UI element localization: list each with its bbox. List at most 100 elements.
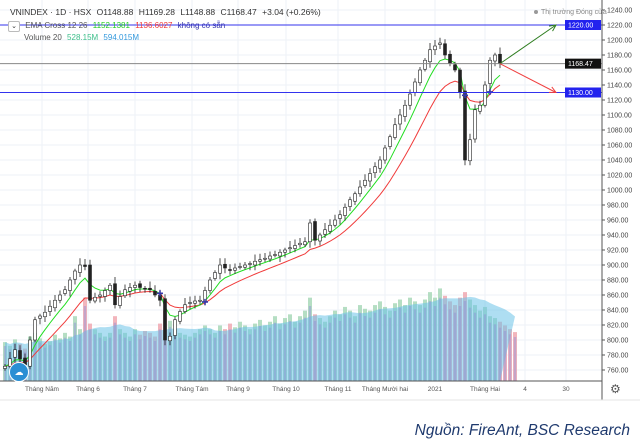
volume-bar-overlay <box>378 309 382 381</box>
volume-bar-overlay <box>78 334 82 381</box>
volume-bar-overlay <box>268 327 272 381</box>
candle-body <box>193 300 197 304</box>
candle-body <box>283 249 287 253</box>
volume-bar-overlay <box>233 332 237 381</box>
y-tick-label: 1060.00 <box>607 143 632 150</box>
candle-body <box>383 147 387 161</box>
volume-bar-overlay <box>98 337 102 381</box>
trend-arrow-down <box>499 63 557 93</box>
x-tick-label: Tháng Tám <box>175 386 208 393</box>
volume-value: 528.15M <box>67 33 99 42</box>
candle-body <box>38 315 42 319</box>
volume-bar-overlay <box>498 327 502 381</box>
volume-bar-overlay <box>203 331 207 381</box>
volume-bar-overlay <box>298 322 302 381</box>
y-tick-label: 860.00 <box>607 293 629 300</box>
candle-body <box>128 287 132 292</box>
volume-bar-overlay <box>293 327 297 381</box>
volume-bar-overlay <box>123 337 127 381</box>
price-label-text: 1220.00 <box>568 23 593 30</box>
y-tick-label: 900.00 <box>607 263 629 270</box>
chevron-down-icon[interactable]: ⌄ <box>8 21 20 32</box>
candle-body <box>263 257 267 260</box>
candle-body <box>353 193 357 202</box>
candle-body <box>178 311 182 322</box>
volume-bar-overlay <box>513 336 517 381</box>
volume-bar-overlay <box>343 314 347 381</box>
candle-body <box>28 339 32 367</box>
x-tick-label: 2021 <box>428 386 443 393</box>
candle-body <box>163 298 167 341</box>
volume-bar-overlay <box>38 342 42 381</box>
candle-body <box>498 53 502 64</box>
y-tick-label: 940.00 <box>607 233 629 240</box>
candle-body <box>398 114 402 125</box>
candle-body <box>243 264 247 268</box>
candle-body <box>333 219 337 226</box>
candle-body <box>123 289 127 297</box>
candle-body <box>98 294 102 297</box>
price-chart[interactable]: 760.00 780.00 800.00 820.00 840.00 860.00 880.… <box>0 0 640 405</box>
volume-bar-overlay <box>48 345 52 381</box>
candle-body <box>463 90 467 161</box>
candle-body <box>18 350 22 360</box>
candle-body <box>13 349 17 358</box>
x-tick-label: Tháng Năm <box>25 386 59 393</box>
fireant-logo-icon[interactable]: ☁ <box>9 362 29 382</box>
candle-body <box>83 264 87 267</box>
candle-body <box>338 214 342 219</box>
candle-body <box>413 81 417 93</box>
candle-body <box>73 270 77 280</box>
candle-body <box>373 166 377 174</box>
candle-body <box>293 245 297 249</box>
candle-body <box>453 64 457 71</box>
candle-body <box>183 304 187 312</box>
volume-bar-overlay <box>428 301 432 381</box>
candle-body <box>308 222 312 243</box>
candle-body <box>348 199 352 207</box>
candle-body <box>358 186 362 195</box>
candle-body <box>238 266 242 268</box>
candle-body <box>378 159 382 169</box>
ema-cross-marker <box>487 88 493 95</box>
volume-bar-overlay <box>393 311 397 381</box>
y-tick-label: 1220.00 <box>607 23 632 30</box>
candle-body <box>88 264 92 301</box>
y-tick-label: 780.00 <box>607 353 629 360</box>
symbol-legend: VNINDEX · 1D · HSX O1148.88 H1169.28 L11… <box>10 7 324 17</box>
candle-body <box>253 260 257 266</box>
volume-bar-overlay <box>478 317 482 381</box>
volume-bar-overlay <box>43 347 47 381</box>
volume-bar-overlay <box>303 317 307 381</box>
price-change: +3.04 (+0.26%) <box>262 7 321 17</box>
volume-bar-overlay <box>493 324 497 381</box>
volume-bar-overlay <box>193 337 197 381</box>
candle-body <box>248 263 252 265</box>
price-label-bg <box>565 58 601 69</box>
ema-cross-marker <box>202 298 208 305</box>
candle-body <box>428 49 432 63</box>
candle-body <box>278 251 282 257</box>
volume-bar-overlay <box>278 329 282 381</box>
volume-bar-overlay <box>183 339 187 381</box>
candle-body <box>173 319 177 336</box>
y-tick-label: 1080.00 <box>607 128 632 135</box>
y-tick-label: 760.00 <box>607 368 629 375</box>
volume-bar <box>508 329 512 381</box>
volume-bar-overlay <box>113 322 117 381</box>
gear-icon[interactable]: ⚙ <box>610 382 621 396</box>
y-tick-label: 1140.00 <box>607 83 632 90</box>
candle-body <box>3 365 7 369</box>
candle-body <box>438 42 442 45</box>
candle-body <box>458 69 462 93</box>
volume-bar-overlay <box>363 316 367 381</box>
volume-bar-overlay <box>473 312 477 381</box>
volume-bar-overlay <box>448 309 452 381</box>
ema-slow-value: 1136.6027 <box>135 21 173 30</box>
market-status-text: Thị trường Đóng cửa <box>541 9 607 16</box>
candle-body <box>143 287 147 290</box>
candle-body <box>133 284 137 288</box>
y-tick-label: 980.00 <box>607 203 629 210</box>
volume-bar-overlay <box>3 346 7 381</box>
volume-bar-overlay <box>443 304 447 381</box>
